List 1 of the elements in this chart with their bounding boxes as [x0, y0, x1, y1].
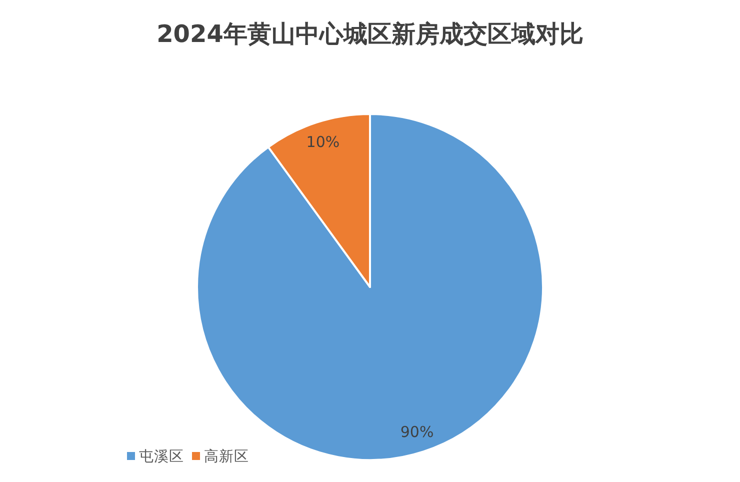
title: 2024年黄山中心城区新房成交区域对比: [156, 20, 584, 48]
